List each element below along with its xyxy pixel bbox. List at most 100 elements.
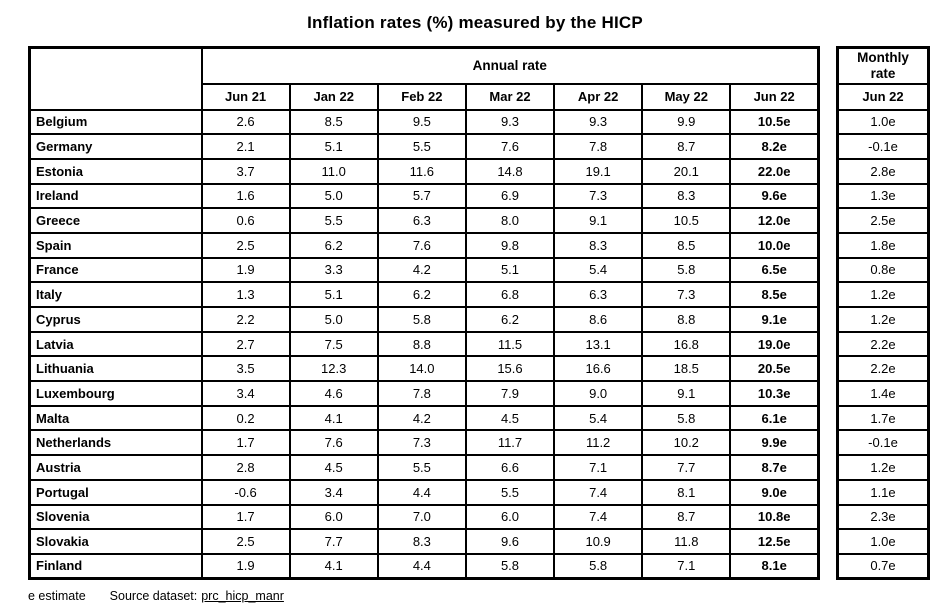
annual-value-cell: 7.3 <box>376 429 467 457</box>
country-cell: Portugal <box>28 478 203 506</box>
table-row: Netherlands 1.7 7.6 7.3 11.7 11.2 10.2 9.9e <box>28 429 820 457</box>
annual-value-cell: 4.5 <box>464 404 556 432</box>
annual-value-cell: 7.0 <box>376 503 467 531</box>
annual-value-cell: 14.0 <box>376 355 467 383</box>
table-row: Slovakia 2.5 7.7 8.3 9.6 10.9 11.8 12.5e <box>28 528 820 555</box>
country-cell: Belgium <box>28 108 203 136</box>
country-cell: Germany <box>28 133 203 160</box>
monthly-value-cell: -0.1e <box>836 133 930 160</box>
monthly-value-cell: 2.2e <box>836 330 930 358</box>
annual-value-cell: 9.9 <box>641 108 732 136</box>
annual-value-cell: 3.3 <box>288 256 379 284</box>
annual-value-cell: 7.6 <box>464 133 556 160</box>
annual-value-cell: 10.3e <box>729 380 820 407</box>
annual-value-cell: 13.1 <box>553 330 644 358</box>
country-cell: Estonia <box>28 157 203 185</box>
country-cell: Greece <box>28 207 203 234</box>
annual-value-cell: 6.2 <box>464 306 556 333</box>
monthly-value-cell: 1.2e <box>836 306 930 333</box>
annual-value-cell: 4.5 <box>288 454 379 481</box>
annual-value-cell: 11.5 <box>464 330 556 358</box>
annual-value-cell: 5.5 <box>376 454 467 481</box>
annual-value-cell: 19.0e <box>729 330 820 358</box>
annual-value-cell: 8.8 <box>376 330 467 358</box>
annual-value-cell: 9.1 <box>553 207 644 234</box>
monthly-value-cell: 1.4e <box>836 380 930 407</box>
annual-value-cell: 4.2 <box>376 404 467 432</box>
monthly-rate-header: Monthly rate <box>836 46 930 85</box>
annual-value-cell: 9.5 <box>376 108 467 136</box>
column-header-jun21: Jun 21 <box>200 82 291 111</box>
annual-value-cell: 8.3 <box>376 528 467 555</box>
monthly-table-row: 1.0e <box>836 528 930 555</box>
annual-value-cell: 5.8 <box>641 404 732 432</box>
monthly-column-header-jun22: Jun 22 <box>836 82 930 111</box>
corner-cell <box>28 46 203 111</box>
annual-rate-header: Annual rate <box>200 46 820 85</box>
monthly-value-cell: -0.1e <box>836 429 930 457</box>
country-cell: Finland <box>28 552 203 580</box>
annual-value-cell: 5.5 <box>376 133 467 160</box>
annual-value-cell: 16.8 <box>641 330 732 358</box>
annual-value-cell: 8.8 <box>641 306 732 333</box>
annual-value-cell: 18.5 <box>641 355 732 383</box>
annual-value-cell: 15.6 <box>464 355 556 383</box>
table-row: Germany 2.1 5.1 5.5 7.6 7.8 8.7 8.2e <box>28 133 820 160</box>
monthly-table-row: 2.8e <box>836 157 930 185</box>
table-row: Greece 0.6 5.5 6.3 8.0 9.1 10.5 12.0e <box>28 207 820 234</box>
annual-value-cell: 5.1 <box>288 281 379 308</box>
tables-container: Annual rate Jun 21 Jan 22 Feb 22 Mar 22 … <box>28 46 950 581</box>
annual-value-cell: 5.8 <box>641 256 732 284</box>
monthly-value-cell: 0.8e <box>836 256 930 284</box>
source-dataset-link[interactable]: prc_hicp_manr <box>201 589 284 604</box>
table-row: Estonia 3.7 11.0 11.6 14.8 19.1 20.1 22.0e <box>28 157 820 185</box>
annual-value-cell: 1.6 <box>200 182 291 210</box>
annual-value-cell: 7.6 <box>376 231 467 259</box>
annual-table-body: Belgium 2.6 8.5 9.5 9.3 9.3 9.9 10.5e Germany 2.1… <box>28 108 820 580</box>
country-cell: Latvia <box>28 330 203 358</box>
annual-value-cell: 11.2 <box>553 429 644 457</box>
monthly-table-row: 1.2e <box>836 454 930 481</box>
annual-value-cell: 7.4 <box>553 503 644 531</box>
annual-value-cell: 4.2 <box>376 256 467 284</box>
annual-value-cell: 9.0 <box>553 380 644 407</box>
annual-value-cell: 2.7 <box>200 330 291 358</box>
annual-value-cell: 8.0 <box>464 207 556 234</box>
annual-value-cell: 9.3 <box>553 108 644 136</box>
table-row: Finland 1.9 4.1 4.4 5.8 5.8 7.1 8.1e <box>28 552 820 580</box>
annual-value-cell: 7.6 <box>288 429 379 457</box>
annual-value-cell: 9.1e <box>729 306 820 333</box>
source-label: Source dataset: <box>109 589 198 604</box>
annual-value-cell: 5.4 <box>553 404 644 432</box>
annual-value-cell: 5.0 <box>288 182 379 210</box>
annual-rate-table: Annual rate Jun 21 Jan 22 Feb 22 Mar 22 … <box>28 46 820 581</box>
table-row: Italy 1.3 5.1 6.2 6.8 6.3 7.3 8.5e <box>28 281 820 308</box>
monthly-table-row: -0.1e <box>836 133 930 160</box>
annual-value-cell: 1.7 <box>200 503 291 531</box>
annual-value-cell: 8.3 <box>553 231 644 259</box>
monthly-table-body: 1.0e -0.1e 2.8e 1.3e 2.5e 1.8e 0.8e 1.2e 1.2e 2.2… <box>836 108 930 580</box>
annual-value-cell: 1.9 <box>200 256 291 284</box>
annual-value-cell: 12.0e <box>729 207 820 234</box>
annual-value-cell: 11.7 <box>464 429 556 457</box>
country-cell: Slovakia <box>28 528 203 555</box>
annual-value-cell: 5.5 <box>464 478 556 506</box>
annual-value-cell: 6.6 <box>464 454 556 481</box>
annual-value-cell: 9.1 <box>641 380 732 407</box>
annual-value-cell: 1.7 <box>200 429 291 457</box>
table-row: Slovenia 1.7 6.0 7.0 6.0 7.4 8.7 10.8e <box>28 503 820 531</box>
annual-value-cell: 8.5 <box>288 108 379 136</box>
monthly-month-header-row: Jun 22 <box>836 82 930 111</box>
annual-value-cell: 11.8 <box>641 528 732 555</box>
monthly-rate-table: Monthly rate Jun 22 1.0e -0.1e 2.8e 1.3e 2.5… <box>836 46 930 581</box>
monthly-value-cell: 1.3e <box>836 182 930 210</box>
annual-value-cell: -0.6 <box>200 478 291 506</box>
column-header-jun22: Jun 22 <box>729 82 820 111</box>
annual-value-cell: 4.1 <box>288 552 379 580</box>
monthly-value-cell: 0.7e <box>836 552 930 580</box>
monthly-value-cell: 1.7e <box>836 404 930 432</box>
annual-value-cell: 10.5 <box>641 207 732 234</box>
annual-value-cell: 5.5 <box>288 207 379 234</box>
estimate-note: e estimate <box>28 589 86 604</box>
annual-value-cell: 3.5 <box>200 355 291 383</box>
